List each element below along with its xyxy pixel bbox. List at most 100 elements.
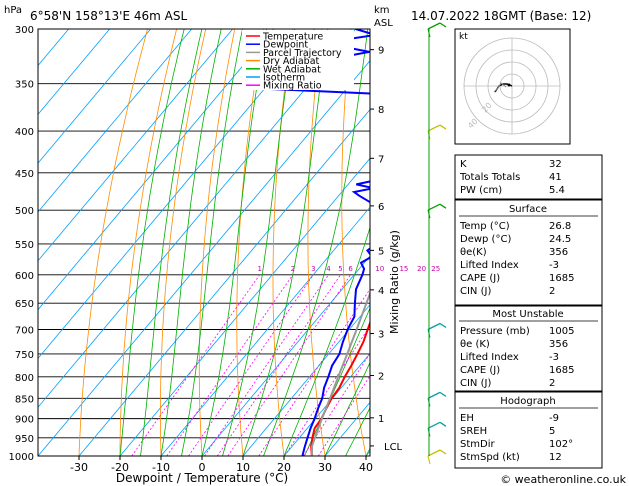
mixing-ratio-line: [227, 274, 351, 456]
legend-label: Isotherm: [263, 73, 305, 84]
isotherms: [38, 29, 370, 456]
row-value: 26.8: [549, 221, 571, 232]
pressure-tick-800: 800: [15, 373, 34, 384]
legend-item: Wet Adiabat: [246, 64, 321, 75]
hodograph: kt 20 40: [454, 28, 571, 145]
row-label: PW (cm): [460, 185, 502, 196]
parcel-trajectory-line: [310, 290, 370, 456]
table-row: Lifted Index -3: [460, 260, 559, 271]
row-label: θe (K): [460, 339, 490, 350]
wet-adiabat: [201, 29, 267, 456]
isotherm--10: [160, 206, 370, 456]
hodograph-table-title: Hodograph: [500, 396, 555, 407]
legend-item: Dewpoint: [246, 40, 308, 51]
legend-box: [242, 30, 354, 90]
km-label: km: [374, 5, 390, 16]
dry-adiabat: [341, 29, 367, 456]
wet-adiabat: [160, 29, 222, 456]
row-label: EH: [460, 413, 474, 424]
legend-label: Parcel Trajectory: [263, 48, 342, 59]
hodograph-unit: kt: [459, 32, 468, 42]
table-row: StmDir 102°: [460, 439, 573, 450]
legend-item: Parcel Trajectory: [246, 48, 342, 59]
temp-tick-40: 40: [359, 461, 373, 474]
row-label: CAPE (J): [460, 365, 500, 376]
wet-adiabat: [140, 29, 203, 456]
legend-item: Mixing Ratio: [246, 81, 322, 92]
table-row: PW (cm) 5.4: [460, 185, 565, 196]
pressure-tick-300: 300: [15, 25, 34, 36]
wind-barb-shaft: [427, 124, 441, 132]
table-row: Totals Totals 41: [459, 172, 562, 183]
wet-adiabat: [304, 306, 370, 456]
location-title: 6°58'N 158°13'E 46m ASL: [30, 9, 187, 23]
km-tick-8: 8: [378, 105, 384, 116]
pressure-tick-1000: 1000: [9, 452, 34, 463]
row-value: 12: [549, 452, 562, 463]
hodograph-table: EH -9 SREH 5 StmDir 102° StmSpd (kt) 12: [460, 413, 573, 463]
table-row: Pressure (mb) 1005: [460, 326, 574, 337]
surface-box: [454, 199, 603, 306]
km-tick-9: 9: [378, 46, 384, 57]
row-value: 5: [549, 426, 555, 437]
row-value: 5.4: [549, 185, 565, 196]
mixing-ratio-label: 15: [399, 265, 408, 273]
mixing-ratio-line: [284, 325, 370, 456]
most-unstable-title: Most Unstable: [492, 309, 563, 320]
isotherm--70: [38, 29, 274, 311]
wind-barb-shaft: [427, 22, 441, 30]
indices-box: [454, 154, 603, 200]
temp-tick-10: 10: [236, 461, 250, 474]
mixing-ratio-line: [258, 288, 370, 456]
table-row: Dewp (°C) 24.5: [460, 234, 571, 245]
dry-adiabat: [78, 29, 148, 456]
row-value: 356: [549, 247, 568, 258]
mixing-ratio-line: [188, 274, 314, 456]
isotherm--60: [38, 29, 315, 360]
row-label: θe(K): [460, 247, 487, 258]
wind-barb-icon: [427, 391, 447, 407]
table-row: CAPE (J) 1685: [460, 273, 574, 284]
mixing-ratio-label: 1: [257, 265, 261, 273]
wind-barb-flag: [439, 421, 447, 427]
table-row: θe (K) 356: [460, 339, 568, 350]
wind-barb-icon: [427, 449, 447, 465]
wind-barb-shaft: [427, 449, 441, 457]
wind-barb-flag: [439, 391, 447, 397]
isotherm--120: [38, 29, 69, 67]
km-tick-5: 5: [378, 246, 384, 257]
table-row: Temp (°C) 26.8: [459, 221, 571, 232]
mixing-ratio-line: [131, 274, 261, 456]
surface-table: Temp (°C) 26.8 Dewp (°C) 24.5 θe(K) 356 Lifted…: [459, 221, 574, 297]
wet-adiabat: [263, 29, 369, 456]
mixing-ratio-line: [303, 352, 370, 456]
mixing-ratio-line: [166, 274, 294, 456]
row-label: CIN (J): [460, 378, 491, 389]
wind-barb-icon: [427, 203, 447, 219]
temp-tick--30: -30: [70, 461, 88, 474]
wind-barb-flag: [439, 124, 447, 130]
pressure-tick-350: 350: [15, 80, 34, 91]
dry-adiabat: [613, 29, 629, 456]
mixing-ratio-line: [317, 375, 370, 456]
temp-tick--10: -10: [152, 461, 170, 474]
row-label: Temp (°C): [459, 221, 510, 232]
wind-barb-icon: [427, 22, 447, 38]
row-label: Lifted Index: [460, 260, 519, 271]
storm-motion-marker: [507, 83, 511, 87]
dry-adiabats: [78, 29, 629, 456]
mixing-ratio-line: [204, 274, 329, 456]
wind-barb-icon: [427, 421, 447, 437]
row-value: 102°: [549, 439, 573, 450]
most-unstable-box: [454, 305, 603, 392]
isotherm--30: [78, 108, 370, 456]
copyright: © weatheronline.co.uk: [500, 473, 626, 486]
table-row: CIN (J) 2: [460, 378, 555, 389]
pressure-tick-600: 600: [15, 271, 34, 282]
pressure-tick-450: 450: [15, 169, 34, 180]
dry-adiabat: [198, 29, 236, 456]
mixing-ratio-label: 10: [375, 265, 384, 273]
row-label: CIN (J): [460, 286, 491, 297]
